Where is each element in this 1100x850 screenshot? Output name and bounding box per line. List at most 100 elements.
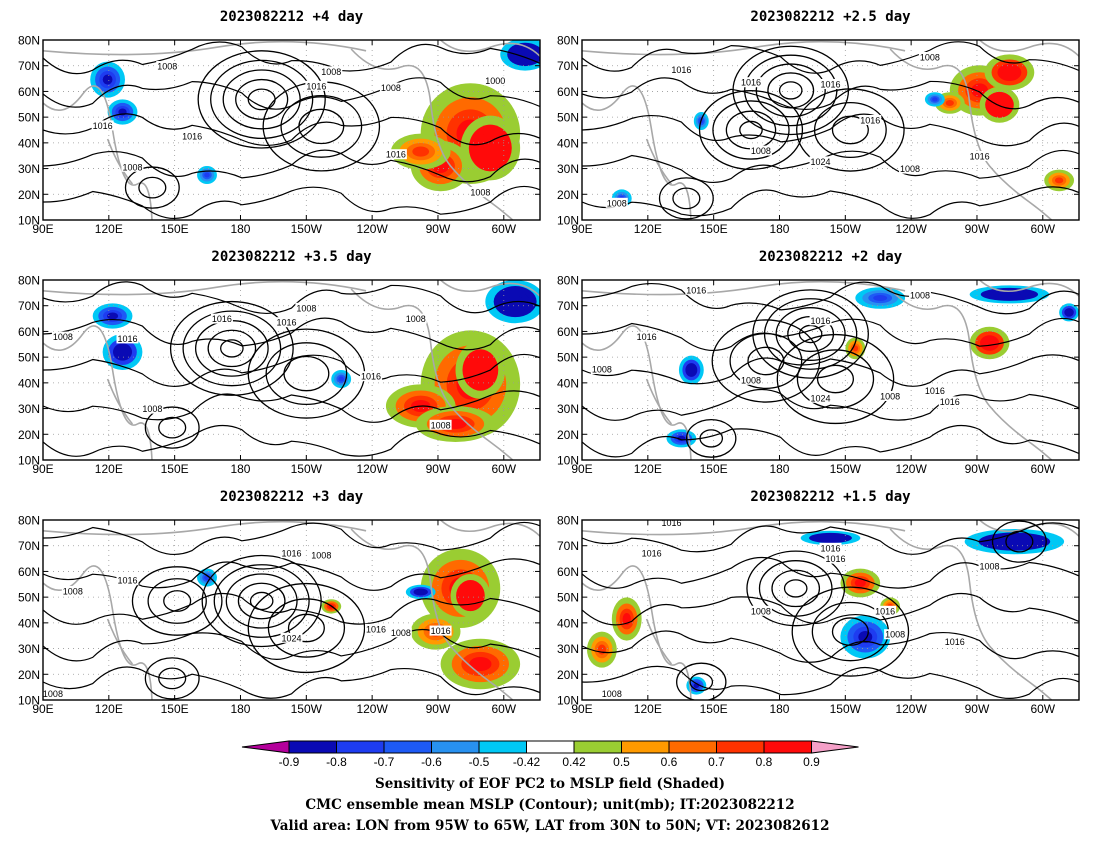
pressure-system-contour: [210, 59, 314, 140]
caption-line-2: CMC ensemble mean MSLP (Contour); unit(m…: [305, 797, 795, 813]
coastline: [106, 378, 134, 425]
contour-label: 1016: [875, 606, 895, 616]
contour-label: 1008: [122, 162, 142, 172]
colorbar-swatch: [668, 740, 717, 754]
contour-label: 1008: [43, 689, 63, 699]
contour-label: 1016: [182, 132, 202, 142]
colorbar-swatch: [383, 740, 432, 754]
isobar-contour: [582, 522, 1079, 555]
contour-label: 1008: [592, 365, 612, 375]
panel-title: 2023082212 +2 day: [759, 249, 903, 265]
lat-tick-label: 20N: [18, 668, 40, 682]
contour-label: 1016: [642, 549, 662, 559]
contour-label: 1016: [741, 78, 761, 88]
pressure-system-contour: [131, 566, 223, 636]
isobar-contour: [43, 281, 540, 315]
contour-label: 1016: [860, 116, 880, 126]
map-panel-4: 2023082212 +2 day 10161008101610161008102…: [557, 249, 1080, 476]
lon-tick-label: 60W: [491, 462, 516, 476]
contour-label: 1008: [751, 146, 771, 156]
lon-tick-label: 120E: [634, 462, 662, 476]
contour-label-bg: [469, 187, 492, 197]
pressure-system-contour: [287, 613, 325, 643]
coastline: [582, 325, 692, 460]
lon-tick-label: 150W: [291, 702, 323, 716]
contour-label: 1016: [820, 80, 840, 90]
positive-sensitivity-shade: [597, 644, 607, 655]
colorbar-swatch: [431, 740, 480, 754]
isobar-contour: [582, 77, 1079, 111]
lat-tick-label: 60N: [557, 325, 579, 339]
panel-frame: [42, 519, 541, 701]
lat-tick-label: 80N: [18, 514, 40, 528]
pressure-system-contour: [698, 90, 804, 170]
lon-tick-label: 90E: [32, 462, 53, 476]
lon-tick-label: 150E: [161, 462, 189, 476]
isobar-contour: [43, 390, 540, 423]
contour-label-bg: [874, 605, 897, 616]
contour-label-bg: [685, 284, 708, 295]
lat-tick-label: 40N: [18, 136, 40, 150]
lat-tick-label: 80N: [18, 274, 40, 288]
isobar-contour: [582, 186, 1079, 219]
colorbar-label: 0.42: [562, 755, 586, 769]
contour-label-bg: [884, 629, 907, 640]
contour-label: 1016: [361, 372, 381, 382]
contour-label-bg: [859, 115, 882, 125]
negative-sensitivity-shade: [822, 535, 839, 541]
pressure-system-contour: [124, 166, 180, 209]
colorbar-label: -0.8: [326, 755, 347, 769]
contour-label-bg: [819, 79, 842, 89]
isobar-contour: [43, 424, 540, 457]
positive-sensitivity-shade: [1054, 177, 1064, 184]
coastline: [645, 618, 673, 665]
lon-tick-label: 60W: [1030, 462, 1055, 476]
pressure-system-contour: [689, 672, 714, 692]
contour-label: 1008: [391, 628, 411, 638]
contour-label-bg: [605, 197, 628, 208]
isobar-contour: [43, 41, 540, 75]
coastline: [43, 40, 367, 56]
contour-label-bg: [320, 66, 343, 77]
colorbar-label: -0.6: [421, 755, 442, 769]
contour-label: 1008: [63, 587, 83, 597]
colorbar-label: -0.7: [374, 755, 395, 769]
lon-tick-label: 90W: [426, 462, 451, 476]
negative-sensitivity-shade: [873, 294, 888, 302]
isobar-contour: [43, 185, 540, 220]
lon-tick-label: 120W: [356, 462, 388, 476]
lon-tick-label: 180: [769, 462, 789, 476]
pressure-system-contour: [676, 662, 727, 700]
positive-sensitivity-shade: [473, 361, 488, 379]
panel-title: 2023082212 +4 day: [220, 9, 364, 25]
colorbar-swatch: [336, 740, 385, 754]
lon-tick-label: 150W: [291, 222, 323, 236]
coastline: [350, 288, 514, 460]
map-area: 1008 1016 1016 1016 1016 1008 1024 1008 1016 1008: [582, 40, 1079, 220]
caption-line-3: Valid area: LON from 95W to 65W, LAT fro…: [270, 818, 830, 834]
isobar-contour: [43, 628, 540, 662]
positive-sensitivity-shade: [993, 99, 1006, 110]
contour-label: 1008: [751, 606, 771, 616]
positive-sensitivity-shade: [854, 578, 866, 588]
lat-tick-label: 70N: [557, 59, 579, 73]
contour-label: 1016: [671, 65, 691, 75]
contour-label-bg: [824, 553, 847, 564]
coastline: [582, 565, 692, 700]
pressure-system-contour: [163, 590, 192, 612]
lon-tick-label: 180: [769, 222, 789, 236]
contour-label: 1016: [366, 624, 386, 634]
colorbar-swatch: [621, 740, 670, 754]
panel-frame: [42, 39, 541, 221]
lon-tick-label: 90E: [32, 702, 53, 716]
pressure-system-contour: [775, 307, 846, 361]
lat-tick-label: 20N: [557, 188, 579, 202]
contour-label: 1016: [281, 549, 301, 559]
pressure-system-contour: [280, 94, 363, 158]
coastline: [645, 138, 673, 185]
lat-tick-label: 30N: [557, 402, 579, 416]
